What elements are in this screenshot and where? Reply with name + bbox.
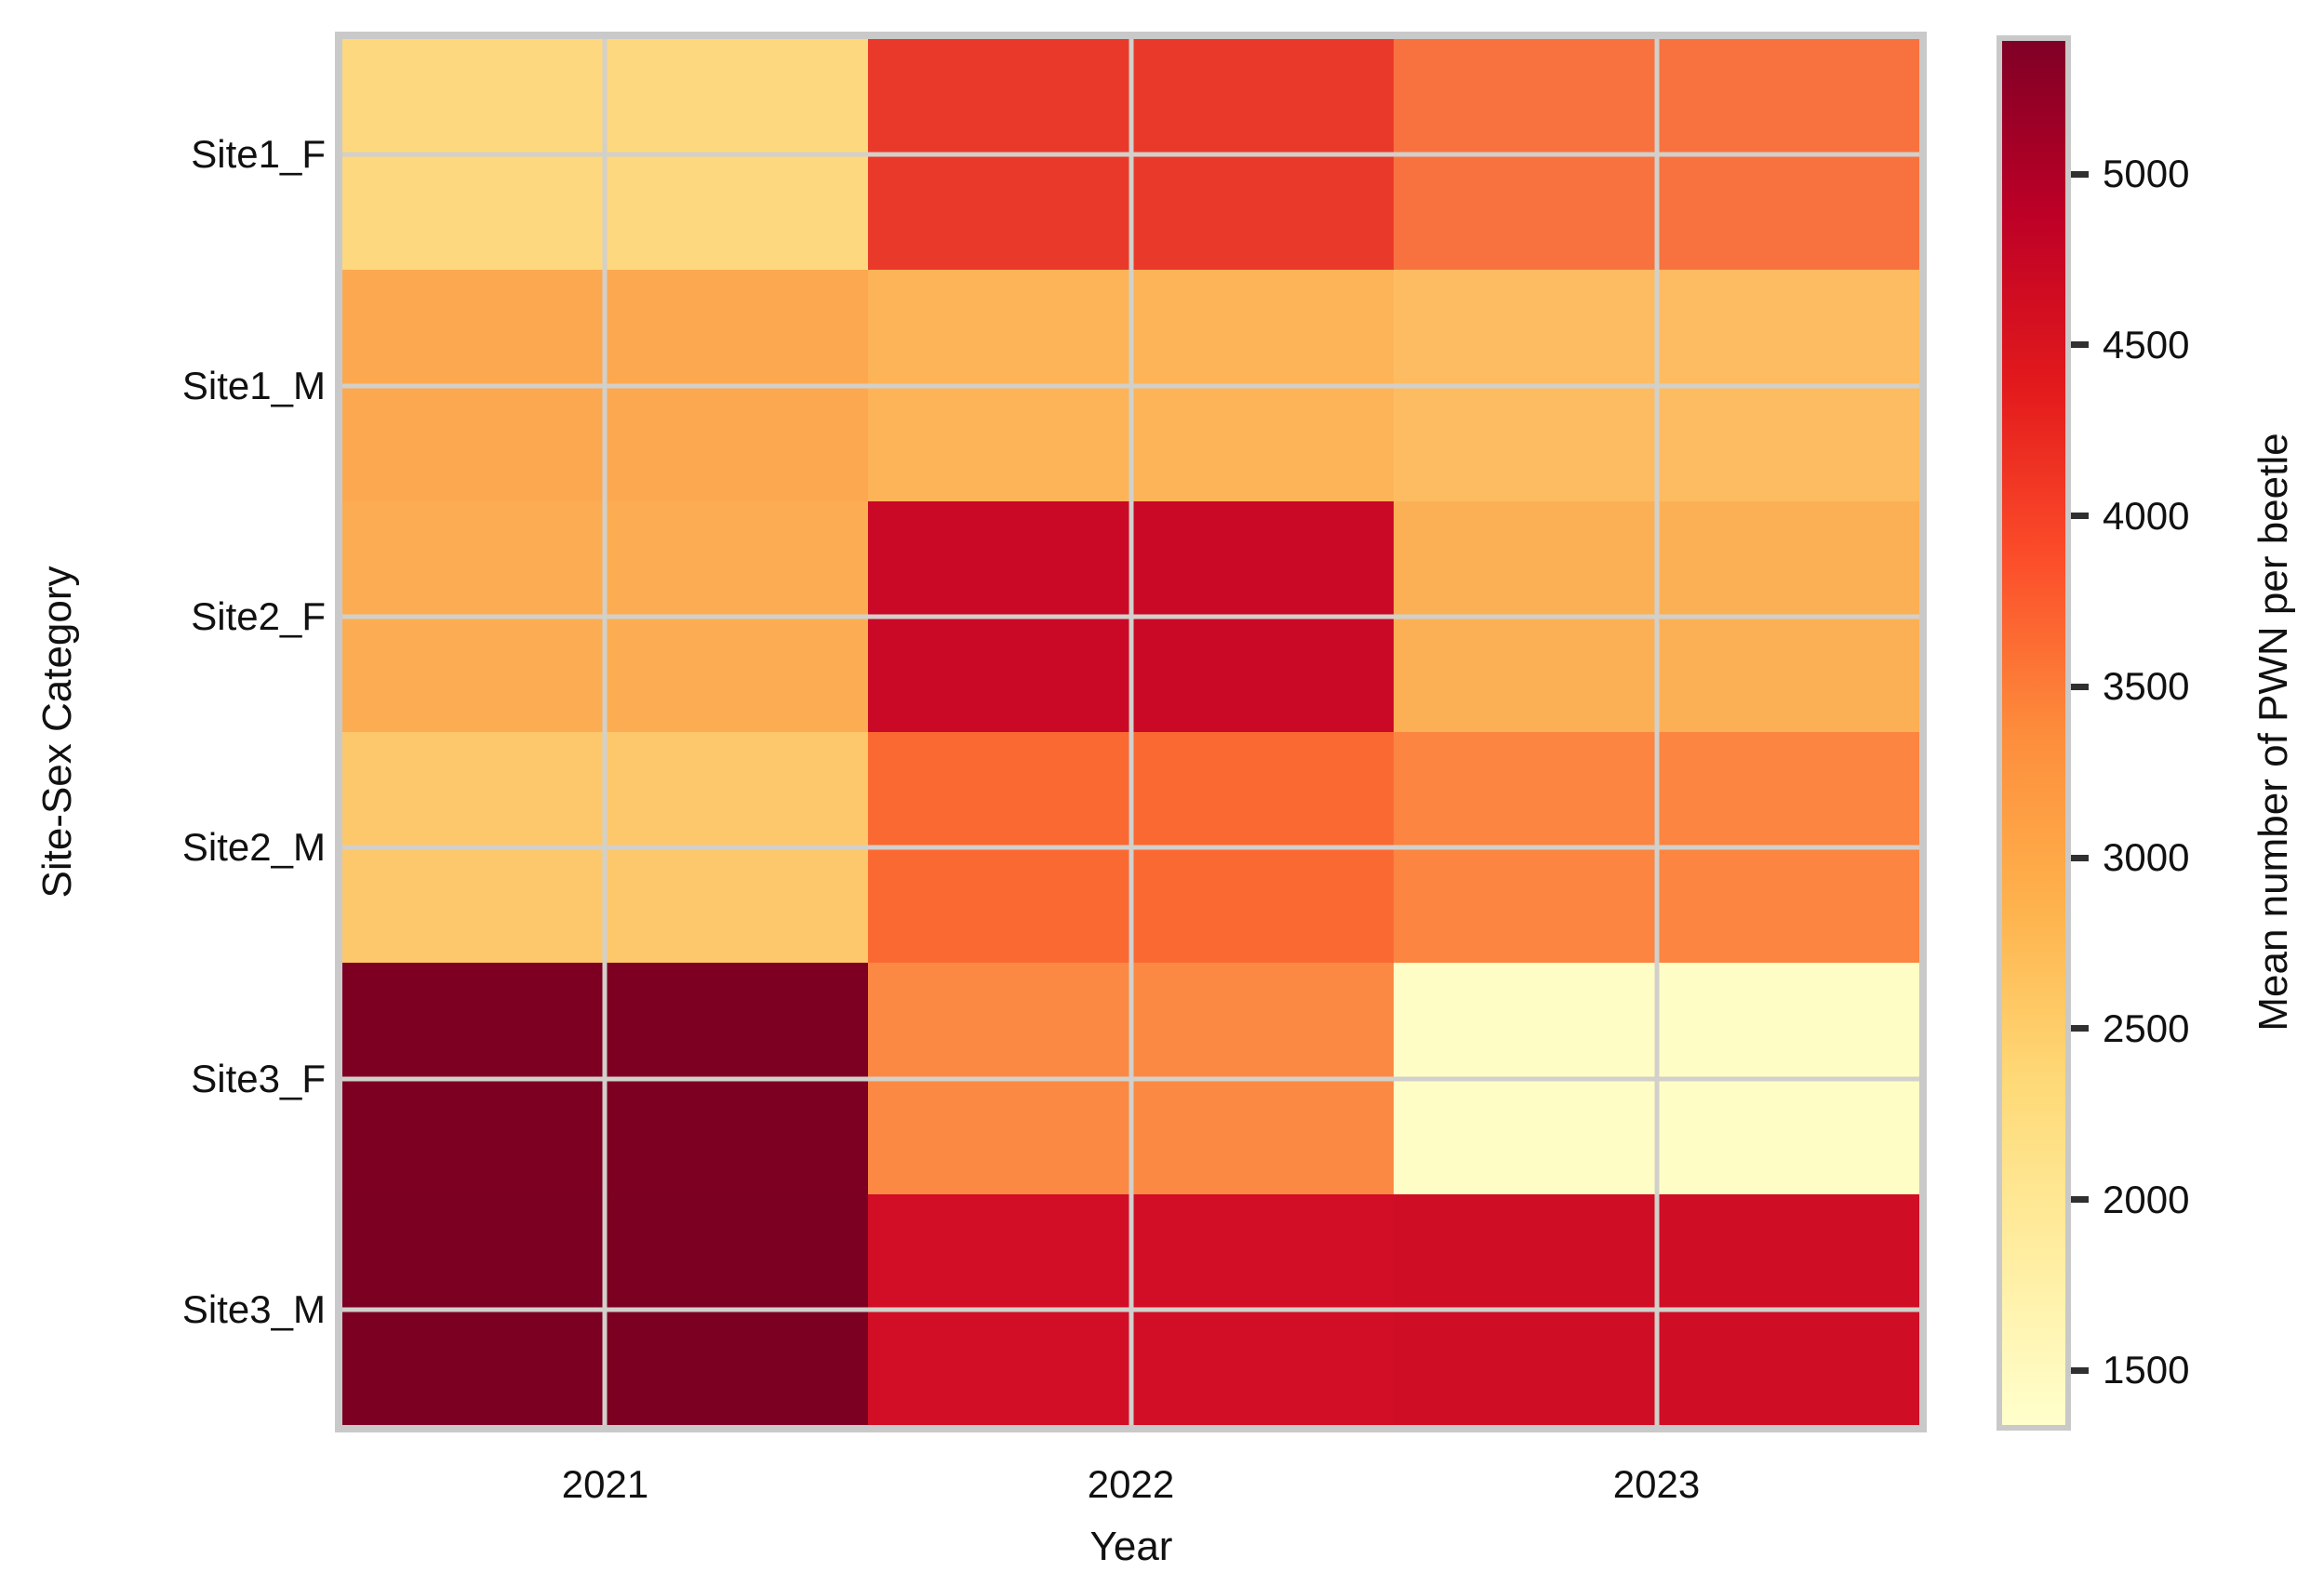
y-tick-label: Site1_M bbox=[181, 363, 326, 407]
colorbar-tick-mark bbox=[2071, 1366, 2089, 1374]
colorbar-tick-label: 3000 bbox=[2103, 835, 2190, 880]
heatmap-cell bbox=[868, 731, 1394, 964]
heatmap-grid bbox=[342, 39, 1919, 1425]
y-tick-label: Site3_M bbox=[181, 1286, 326, 1331]
x-axis-label: Year bbox=[1089, 1524, 1173, 1569]
heatmap-cell bbox=[1394, 39, 1919, 271]
colorbar-tick-mark bbox=[2071, 1196, 2089, 1203]
colorbar-tick-label: 2500 bbox=[2103, 1006, 2190, 1050]
x-tick-label: 2021 bbox=[561, 1462, 649, 1506]
colorbar-tick-label: 5000 bbox=[2103, 152, 2190, 196]
colorbar-label: Mean number of PWN per beetle bbox=[2251, 433, 2296, 1032]
colorbar-tick-label: 3500 bbox=[2103, 664, 2190, 709]
heatmap-cell bbox=[342, 963, 868, 1194]
y-tick-label: Site3_F bbox=[191, 1056, 326, 1100]
colorbar bbox=[1997, 35, 2071, 1431]
colorbar-tick-label: 2000 bbox=[2103, 1177, 2190, 1221]
heatmap-cell bbox=[868, 500, 1394, 732]
x-tick-label: 2023 bbox=[1612, 1462, 1701, 1506]
heatmap-cell bbox=[1394, 270, 1919, 501]
heatmap-cell bbox=[342, 731, 868, 964]
heatmap-cell bbox=[868, 1193, 1394, 1425]
heatmap-cell bbox=[342, 1193, 868, 1425]
heatmap-cell bbox=[342, 270, 868, 501]
colorbar-tick-mark bbox=[2071, 341, 2089, 349]
colorbar-tick-label: 4000 bbox=[2103, 493, 2190, 538]
heatmap-cell bbox=[342, 500, 868, 732]
heatmap-cell bbox=[342, 39, 868, 271]
colorbar-tick-mark bbox=[2071, 170, 2089, 178]
y-tick-label: Site1_F bbox=[191, 132, 326, 177]
colorbar-tick-mark bbox=[2071, 513, 2089, 520]
y-tick-label: Site2_F bbox=[191, 593, 326, 638]
heatmap-cell bbox=[868, 963, 1394, 1194]
colorbar-tick-mark bbox=[2071, 1025, 2089, 1032]
colorbar-tick-mark bbox=[2071, 854, 2089, 861]
colorbar-tick-label: 1500 bbox=[2103, 1348, 2190, 1392]
heatmap-plot bbox=[335, 32, 1927, 1432]
colorbar-tick-mark bbox=[2071, 683, 2089, 690]
heatmap-cell bbox=[868, 270, 1394, 501]
x-tick-label: 2022 bbox=[1087, 1462, 1175, 1506]
heatmap-cell bbox=[1394, 731, 1919, 964]
colorbar-gradient bbox=[2002, 41, 2065, 1425]
heatmap-cell bbox=[1394, 963, 1919, 1194]
y-tick-label: Site2_M bbox=[181, 825, 326, 870]
heatmap-cell bbox=[1394, 1193, 1919, 1425]
colorbar-tick-label: 4500 bbox=[2103, 322, 2190, 366]
heatmap-cell bbox=[1394, 500, 1919, 732]
heatmap-cell bbox=[868, 39, 1394, 271]
